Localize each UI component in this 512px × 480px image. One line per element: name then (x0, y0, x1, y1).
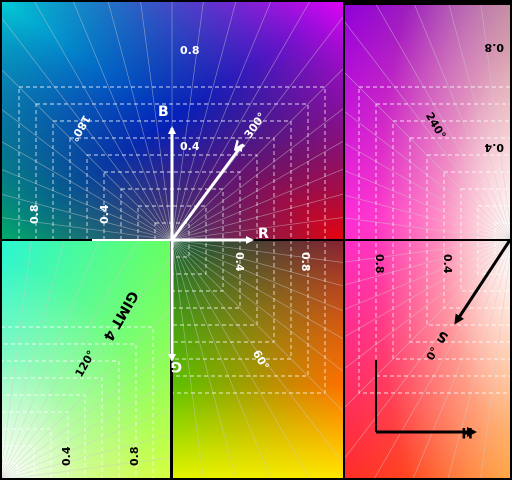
radial-spoke (0, 307, 172, 480)
radial-spoke (344, 20, 512, 241)
radial-spoke (0, 107, 173, 240)
radial-spoke (171, 0, 237, 240)
tick-label: 0.4 (180, 140, 200, 153)
radial-spoke (172, 240, 344, 465)
radial-spoke (107, 0, 173, 240)
radial-spoke (140, 0, 173, 240)
s-axis-arrow (454, 239, 512, 325)
radial-spoke (172, 240, 204, 480)
radial-spoke (172, 240, 344, 287)
radial-spoke (344, 239, 512, 286)
tick-label: 0.8 (180, 44, 200, 57)
radial-spoke (344, 71, 512, 241)
radial-spoke (172, 240, 344, 312)
dashed-square (52, 120, 292, 240)
dashed-square (35, 103, 309, 240)
radial-spoke (447, 239, 512, 480)
radial-spoke (172, 240, 311, 480)
h-axis-label: H (461, 424, 473, 440)
radial-spoke (344, 194, 512, 241)
radial-spoke (0, 67, 173, 240)
radial-spoke (0, 433, 172, 480)
radial-spoke (480, 4, 512, 241)
radial-spoke (344, 239, 512, 370)
radial-spoke (413, 4, 512, 241)
radial-spoke (0, 457, 172, 480)
b-axis-label: B (158, 104, 169, 120)
radial-spoke (0, 255, 172, 480)
radial-spoke (172, 240, 344, 413)
panel-bottom-middle (172, 240, 344, 480)
radial-spoke (344, 239, 512, 338)
radial-spoke (172, 240, 237, 480)
radial-spoke (171, 0, 272, 240)
radial-spoke (344, 142, 512, 241)
radial-spoke (0, 408, 172, 480)
radial-spoke (480, 239, 512, 480)
radial-spoke (344, 110, 512, 241)
radial-spoke (171, 193, 344, 240)
radial-spoke (448, 4, 512, 241)
radial-spoke (344, 217, 512, 241)
radial-spoke (172, 240, 344, 263)
radial-spoke (171, 107, 344, 240)
radial-spoke (172, 240, 272, 480)
tick-label: 0.8 (28, 205, 41, 225)
radial-spoke (0, 240, 65, 480)
radial-spoke (344, 239, 512, 310)
radial-spoke (171, 0, 311, 240)
g-axis-label: G (171, 358, 183, 374)
tick-label: 0.8 (128, 447, 141, 467)
radial-spoke (171, 0, 204, 240)
radial-spoke (171, 140, 344, 240)
radial-spoke (344, 239, 512, 460)
radial-spoke (0, 193, 173, 240)
tick-label: 0.4 (441, 254, 454, 274)
angle-label-0: 0° (424, 345, 442, 363)
radial-spoke (412, 239, 512, 480)
hs-axes (375, 239, 512, 437)
radial-spoke (375, 4, 512, 241)
tick-label: 0.8 (299, 252, 312, 272)
r-axis-label: R (258, 226, 269, 242)
radial-spoke (344, 239, 512, 263)
radial-spoke (344, 239, 512, 409)
tick-label: 0.4 (98, 204, 111, 224)
panel-bottom-left (0, 240, 172, 480)
radial-spoke (171, 67, 344, 240)
radial-spoke (171, 217, 344, 240)
radial-spoke (0, 240, 139, 480)
tick-label: 0.8 (485, 41, 505, 54)
radial-spoke (72, 0, 173, 240)
radial-spoke (0, 15, 173, 240)
tick-label: 0.4 (60, 446, 73, 466)
radial-spoke (0, 347, 172, 480)
radial-spoke (33, 0, 173, 240)
radial-spoke (0, 217, 173, 240)
radial-spoke (0, 240, 100, 480)
radial-spoke (373, 239, 512, 480)
radial-spoke (344, 170, 512, 241)
rgb-axes (92, 126, 254, 362)
v-axis-arrow (170, 143, 244, 241)
panel-right (344, 4, 512, 480)
radial-spoke (0, 240, 32, 480)
radial-spoke (0, 380, 172, 480)
tick-label: 0.4 (484, 141, 504, 154)
radial-spoke (0, 140, 173, 240)
radial-spoke (172, 240, 344, 340)
radial-spoke (0, 168, 173, 240)
tick-label: 0.8 (373, 254, 386, 274)
tick-label: 0.4 (233, 252, 246, 272)
radial-spoke (172, 240, 344, 373)
radial-spoke (171, 168, 344, 240)
tick-labels: 0.8 0.4 0.4 0.8 0.4 0.8 0.8 0.4 0.4 0.8 … (28, 41, 504, 466)
